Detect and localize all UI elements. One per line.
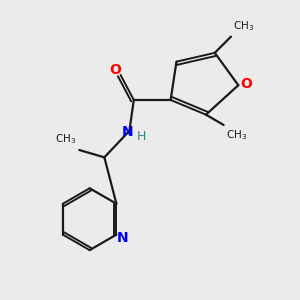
Text: N: N xyxy=(117,231,129,244)
Text: N: N xyxy=(122,125,134,139)
Text: CH$_3$: CH$_3$ xyxy=(226,128,247,142)
Text: CH$_3$: CH$_3$ xyxy=(233,19,254,33)
Text: CH$_3$: CH$_3$ xyxy=(55,133,76,146)
Text: H: H xyxy=(137,130,146,143)
Text: O: O xyxy=(109,63,121,76)
Text: O: O xyxy=(240,77,252,91)
